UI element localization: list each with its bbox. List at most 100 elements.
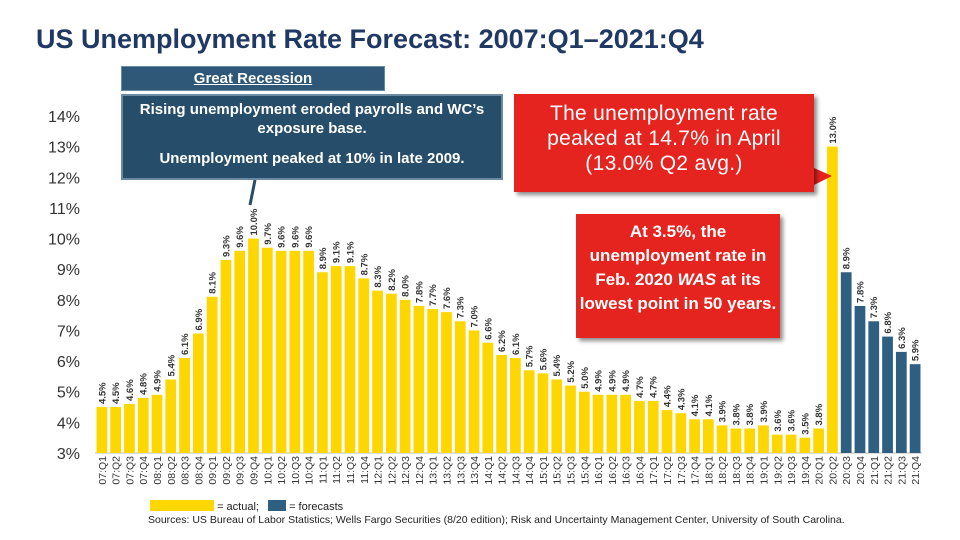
x-tick-label: 11:Q4: [359, 456, 371, 484]
bar-17-Q4: [689, 419, 700, 453]
data-label: 6.9%: [194, 308, 205, 330]
y-tick-label: 9%: [57, 262, 80, 279]
data-label: 4.6%: [125, 379, 136, 401]
x-tick-label: 19:Q4: [800, 456, 812, 485]
bar-12-Q2: [385, 293, 397, 453]
y-tick-label: 5%: [57, 385, 80, 402]
y-tick-label: 7%: [57, 323, 80, 340]
data-label: 3.8%: [814, 403, 825, 425]
x-tick-label: 08:Q2: [166, 456, 178, 485]
data-label: 5.4%: [552, 354, 563, 376]
x-tick-label: 17:Q4: [690, 456, 702, 485]
x-tick-label: 14:Q1: [483, 456, 495, 485]
x-tick-label: 12:Q4: [414, 456, 426, 485]
x-tick-label: 16:Q4: [634, 456, 646, 485]
data-label: 4.9%: [594, 370, 605, 392]
data-label: 10.0%: [249, 208, 260, 235]
data-label: 5.7%: [525, 345, 536, 367]
data-label: 4.1%: [690, 394, 701, 416]
x-tick-label: 09:Q3: [235, 456, 247, 485]
x-tick-label: 10:Q1: [262, 456, 274, 485]
x-tick-label: 11:Q3: [345, 456, 357, 484]
x-tick-label: 20:Q3: [841, 456, 853, 485]
bar-19-Q1: [758, 425, 769, 453]
data-label: 9.7%: [263, 223, 274, 245]
bar-17-Q3: [675, 413, 687, 453]
data-label: 13.0%: [828, 116, 839, 143]
bar-18-Q2: [716, 425, 728, 453]
bar-15-Q4: [578, 391, 590, 453]
bar-08-Q2: [165, 379, 177, 453]
bar-21-Q3: [895, 351, 907, 453]
data-label: 9.1%: [345, 241, 356, 263]
x-labels-group: 07:Q1 07:Q2 07:Q3 07:Q4 08:Q1 08:Q2 08:Q3 08:Q4…: [97, 456, 922, 485]
data-label: 3.9%: [718, 400, 729, 422]
x-tick-label: 14:Q2: [497, 456, 509, 485]
x-tick-label: 13:Q3: [455, 456, 467, 485]
bar-17-Q1: [647, 400, 659, 453]
data-label: 9.6%: [304, 226, 315, 248]
low-callout-emphasis: WAS: [677, 270, 717, 289]
x-tick-label: 19:Q2: [772, 456, 784, 485]
bar-09-Q4: [248, 238, 259, 453]
bar-19-Q2: [771, 434, 783, 453]
bar-18-Q3: [730, 428, 742, 453]
bar-14-Q4: [523, 370, 535, 453]
legend-forecast-label: = forecasts: [289, 501, 344, 513]
x-tick-label: 08:Q1: [152, 456, 164, 485]
bar-12-Q3: [399, 299, 411, 453]
x-tick-label: 15:Q3: [566, 456, 578, 485]
data-label: 9.1%: [332, 241, 343, 263]
x-tick-label: 17:Q2: [662, 456, 674, 485]
bar-16-Q3: [620, 394, 632, 453]
bar-09-Q2: [220, 259, 232, 453]
data-label: 3.6%: [787, 409, 798, 431]
data-label: 3.9%: [759, 400, 770, 422]
data-label: 9.6%: [277, 226, 288, 248]
data-label: 4.7%: [635, 376, 646, 398]
bar-12-Q4: [413, 305, 425, 453]
y-tick-label: 11%: [49, 201, 80, 218]
bar-14-Q2: [496, 354, 507, 453]
x-tick-label: 07:Q4: [138, 456, 150, 485]
bar-21-Q1: [868, 321, 880, 453]
x-tick-label: 18:Q2: [717, 456, 729, 485]
bar-13-Q3: [454, 321, 466, 453]
bar-13-Q2: [441, 312, 452, 453]
value-labels-group: 4.5% 4.5% 4.6% 4.8% 4.9%5.4%6.1%6.9%8.1%9.3%…: [97, 116, 921, 435]
x-tick-label: 17:Q3: [676, 456, 688, 485]
legend-forecast-swatch: [268, 500, 287, 511]
x-tick-label: 10:Q3: [290, 456, 302, 485]
x-tick-label: 15:Q4: [579, 456, 591, 485]
x-tick-label: 13:Q2: [441, 456, 453, 485]
source-note: Sources: US Bureau of Labor Statistics; …: [148, 514, 845, 526]
low-callout-suffix: at its lowest point in 50 years.: [579, 270, 777, 313]
x-tick-label: 17:Q1: [648, 456, 660, 485]
data-label: 9.6%: [290, 226, 301, 248]
data-label: 3.8%: [745, 403, 756, 425]
data-label: 9.3%: [221, 235, 232, 257]
x-tick-label: 15:Q1: [538, 456, 550, 485]
bars-group: [96, 146, 921, 454]
recession-callout-text2: Unemployment peaked at 10% in late 2009.: [159, 150, 465, 167]
x-tick-label: 16:Q3: [621, 456, 633, 485]
bar-18-Q4: [744, 428, 756, 453]
x-tick-label: 12:Q2: [386, 456, 398, 485]
x-tick-label: 11:Q1: [317, 456, 329, 484]
bar-09-Q1: [206, 296, 218, 453]
data-label: 8.2%: [387, 268, 398, 290]
peak-callout-text: The unemployment rate peaked at 14.7% in…: [547, 102, 781, 175]
bar-08-Q3: [179, 358, 190, 453]
bar-08-Q4: [192, 333, 204, 453]
data-label: 6.6%: [483, 318, 494, 340]
bar-14-Q1: [482, 342, 494, 453]
x-tick-label: 13:Q4: [469, 456, 481, 485]
bar-16-Q2: [606, 394, 618, 453]
bar-15-Q1: [537, 373, 549, 453]
bar-07-Q2: [110, 407, 122, 453]
x-tick-label: 11:Q2: [331, 456, 343, 484]
x-tick-label: 20:Q1: [814, 456, 826, 485]
data-label: 6.8%: [883, 311, 894, 333]
great-recession-label: Great Recession: [121, 66, 385, 91]
